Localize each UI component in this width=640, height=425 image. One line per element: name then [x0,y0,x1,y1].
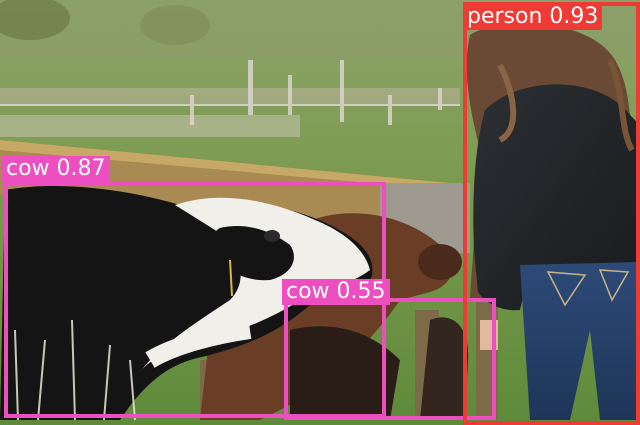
shrub [140,5,210,45]
person-hoodie [473,84,640,311]
cow-detection-label: cow 0.87 [2,156,110,182]
dry-grass-strip [0,88,460,106]
foreground-grass [14,319,136,421]
person-jeans [520,262,640,420]
cow-bounding-box [284,298,496,420]
distant-fence [0,60,460,125]
dark-cow [290,326,400,420]
cow-detection-label: cow 0.55 [282,279,390,305]
person-detection-label: person 0.93 [463,4,603,30]
shrub [0,0,70,40]
person-bounding-box [463,2,640,425]
